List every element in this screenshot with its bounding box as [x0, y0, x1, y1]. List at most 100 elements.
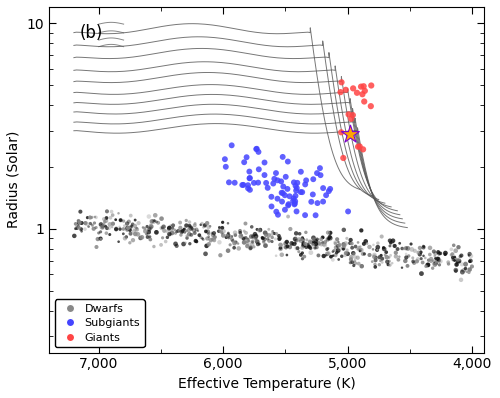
Point [374, 240, 382, 246]
Point [197, 222, 205, 228]
Subgiants [322, 192, 330, 198]
Point [88, 222, 96, 228]
Point [356, 244, 364, 250]
Point [227, 234, 235, 241]
Point [338, 253, 346, 259]
Point [176, 219, 184, 226]
Point [294, 238, 302, 244]
Point [463, 269, 471, 275]
Point [454, 258, 462, 264]
Point [180, 241, 188, 247]
Point [462, 261, 469, 267]
Point [458, 252, 466, 259]
Point [90, 226, 98, 232]
Point [332, 239, 340, 246]
Point [172, 228, 180, 235]
Point [360, 241, 368, 247]
Point [452, 268, 460, 274]
Point [131, 217, 139, 223]
Point [84, 215, 92, 221]
Point [256, 241, 264, 247]
Point [302, 229, 310, 236]
Point [146, 234, 154, 240]
Point [327, 254, 335, 260]
Point [78, 220, 86, 226]
Point [124, 225, 132, 231]
Point [336, 242, 344, 248]
Point [382, 249, 390, 256]
Point [358, 227, 366, 234]
Point [454, 257, 462, 263]
Subgiants [221, 156, 229, 162]
Point [354, 260, 362, 267]
Point [240, 239, 248, 246]
Subgiants [284, 202, 292, 209]
Point [448, 254, 456, 261]
Point [248, 239, 256, 246]
Point [404, 245, 412, 252]
Giants [340, 155, 347, 161]
Point [72, 226, 80, 232]
Point [262, 232, 270, 238]
Point [308, 239, 316, 246]
Point [434, 256, 442, 262]
Point [430, 258, 438, 264]
Point [168, 230, 176, 236]
Point [186, 231, 194, 237]
Point [124, 225, 132, 232]
Point [375, 255, 383, 261]
Point [186, 224, 194, 231]
Point [284, 213, 292, 220]
Point [324, 245, 332, 252]
Point [192, 226, 200, 232]
Point [448, 246, 456, 252]
Subgiants [312, 212, 320, 219]
Point [160, 228, 168, 234]
Subgiants [281, 192, 289, 199]
Point [376, 258, 384, 264]
Point [450, 258, 458, 264]
Point [74, 218, 82, 224]
Point [210, 235, 218, 241]
Point [449, 257, 457, 263]
Point [204, 235, 212, 242]
Point [252, 235, 260, 241]
Point [186, 219, 194, 225]
Point [458, 267, 466, 274]
Point [370, 252, 378, 258]
Point [348, 244, 356, 251]
Point [451, 256, 459, 262]
Point [304, 244, 312, 250]
Point [126, 213, 134, 219]
Point [216, 225, 224, 231]
Point [180, 226, 188, 233]
Point [340, 242, 348, 249]
Point [468, 263, 476, 270]
Point [150, 218, 158, 224]
Point [432, 255, 440, 261]
Point [82, 220, 90, 226]
Point [462, 265, 469, 272]
Point [202, 243, 210, 249]
Point [409, 258, 417, 265]
Point [354, 239, 362, 246]
Point [458, 261, 466, 267]
Point [329, 257, 337, 263]
Point [243, 238, 251, 244]
Point [72, 221, 80, 227]
Point [373, 247, 381, 253]
Point [157, 242, 165, 248]
Point [329, 248, 337, 255]
Point [430, 261, 438, 267]
Subgiants [292, 193, 300, 199]
Point [188, 225, 196, 232]
Subgiants [254, 149, 262, 155]
Point [306, 245, 314, 251]
Point [394, 257, 402, 263]
Point [292, 240, 300, 246]
Point [280, 244, 287, 250]
Point [309, 242, 317, 248]
Point [280, 241, 288, 247]
Point [108, 212, 116, 218]
Point [411, 248, 419, 254]
